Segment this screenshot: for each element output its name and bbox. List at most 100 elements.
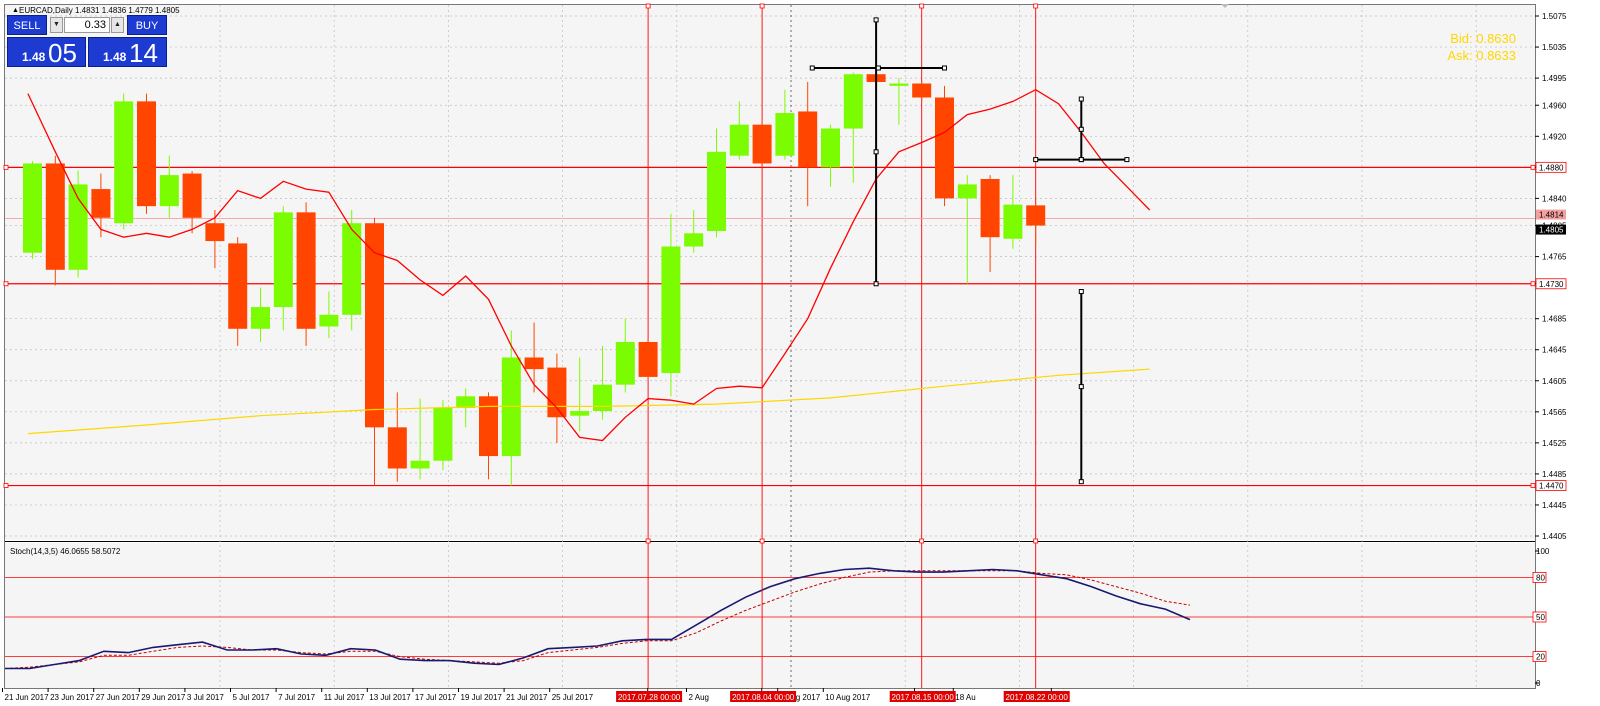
stochastic-lines [4,567,1191,670]
drawing-anchor[interactable] [1078,157,1084,163]
bear-candle-body [638,341,658,377]
horizontal-levels[interactable] [3,164,1536,488]
bear-candle-body [205,223,225,242]
candle [1026,201,1046,246]
candle [159,155,179,218]
vertical-line-anchor[interactable] [645,3,651,9]
candle [205,210,225,269]
level-anchor[interactable] [3,483,9,488]
vertical-line-anchor[interactable] [1033,538,1039,544]
drawing-anchor[interactable] [873,149,879,155]
vertical-line-anchor[interactable] [919,3,925,9]
lot-decrease-icon[interactable]: ▼ [50,17,63,33]
candle [570,357,590,432]
drawing-anchor[interactable] [873,281,879,287]
time-tick-label: 5 Jul 2017 [233,693,270,702]
candle [182,171,202,234]
lot-increase-icon[interactable]: ▲ [111,17,124,33]
symbol-header: EURCAD,Daily 1.4831 1.4836 1.4779 1.4805 [19,6,180,15]
candle [319,291,339,339]
drawing-anchor[interactable] [875,65,881,71]
time-highlight-text: 2017.08.04 00:00 [732,693,795,702]
candle [23,161,42,259]
bull-candle-body [593,384,612,412]
price-marks: 1.4880 1.4730 1.4470 1.4814 1.4805 [1535,161,1567,491]
candle [593,345,612,420]
sell-price-small: 1.48 [22,50,46,64]
stochastic-tick-label: 80 [1536,573,1545,582]
drawing-anchor[interactable] [1078,384,1084,390]
drawing-anchor[interactable] [1078,479,1084,485]
drawing-anchor[interactable] [1078,96,1084,102]
drawing-anchor[interactable] [942,65,947,71]
candle [684,210,704,253]
price-tick-label: 1.5075 [1542,12,1567,21]
level-anchor[interactable] [3,281,9,287]
vertical-line-anchor[interactable] [759,3,765,9]
time-tick-label: 27 Jun 2017 [96,693,141,702]
bull-candle-body [707,151,726,231]
stochastic-levels [5,577,1535,657]
bull-candle-body [889,83,909,86]
price-tick-label: 1.4765 [1542,253,1567,262]
drawing-anchor[interactable] [873,17,879,23]
price-chart-area[interactable] [5,5,1535,540]
stochastic-level-tag [1532,572,1547,583]
ma-fast-line [27,88,1151,442]
bull-candle-body [1003,204,1023,239]
time-highlight-text: 2017.08.15 00:00 [892,693,955,702]
candle [729,101,749,160]
level-anchor[interactable] [1530,164,1536,170]
vertical-line-anchor[interactable] [1033,3,1039,9]
level-price-tag [1535,278,1567,290]
one-click-trading-panel: SELL ▼ 0.33 ▲ BUY 1.48 05 1.48 14 [7,15,167,67]
time-tick-label: 29 Jun 2017 [141,693,186,702]
buy-price-button[interactable]: 1.48 14 [88,37,167,67]
ask-price-text: 1.4814 [1539,211,1564,220]
time-tick-label: 10 Aug 2017 [825,693,870,702]
vertical-line-anchor[interactable] [919,538,925,544]
vertical-line-anchor[interactable] [759,538,765,544]
stochastic-area[interactable] [5,543,1535,688]
drawings[interactable] [809,17,1130,485]
level-anchor[interactable] [1530,483,1536,488]
candle [821,124,840,187]
time-highlight-text: 2017.07.28 00:00 [618,693,681,702]
bull-candle-body [251,307,270,329]
sell-button[interactable]: SELL [7,15,47,35]
time-scale: 21 Jun 2017 23 Jun 2017 27 Jun 2017 29 Jun … [2,688,1070,702]
drawing-anchor[interactable] [1078,126,1084,132]
candles [23,70,1046,486]
lot-size-input[interactable]: 0.33 [64,17,110,33]
candle [296,202,316,346]
level-price-tag [1535,480,1567,491]
time-highlight-tag [889,691,956,702]
bull-candle-body [319,314,339,327]
price-tick-label: 1.4995 [1542,74,1567,83]
drawing-anchor[interactable] [809,65,815,71]
drawing-anchor[interactable] [1033,157,1039,163]
candle [1003,175,1023,249]
bull-candle-body [23,163,42,253]
level-anchor[interactable] [3,164,9,170]
bull-candle-body [729,124,749,156]
buy-button[interactable]: BUY [127,15,167,35]
candle [889,78,909,125]
buy-price-big: 14 [129,38,158,68]
level-price-tag-text: 1.4880 [1539,163,1564,172]
time-highlight-tag [616,691,683,702]
bear-candle-body [935,97,954,199]
buy-price-small: 1.48 [103,50,127,64]
bull-candle-body [957,184,977,199]
level-anchor[interactable] [1530,281,1536,287]
vertical-line-anchor[interactable] [645,538,651,544]
candle [935,85,954,207]
price-tick-label: 1.4485 [1542,470,1567,479]
drawing-anchor[interactable] [1078,289,1084,295]
drawing-anchor[interactable] [1124,157,1130,163]
sell-price-button[interactable]: 1.48 05 [7,37,86,67]
candle [365,217,384,486]
current-price-text: 1.4805 [1539,226,1564,235]
bull-candle-body [342,223,362,315]
